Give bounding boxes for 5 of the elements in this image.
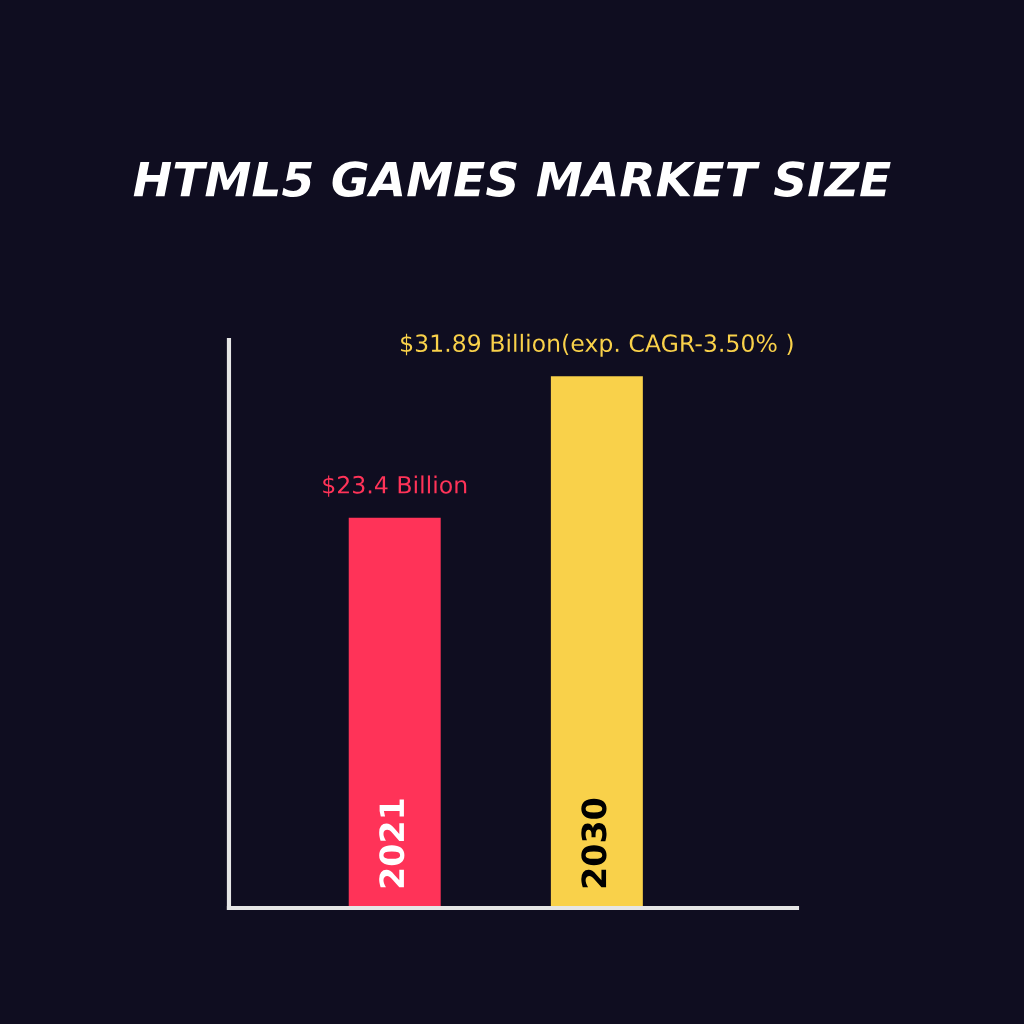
chart-title: HTML5 GAMES MARKET SIZE	[133, 161, 891, 197]
x-tick-label: 2021	[379, 799, 405, 888]
x-tick-label: 2030	[581, 798, 607, 888]
data-label: $31.89 Billion(exp. CAGR-3.50% )	[401, 333, 793, 357]
data-label: $23.4 Billion	[323, 475, 467, 497]
